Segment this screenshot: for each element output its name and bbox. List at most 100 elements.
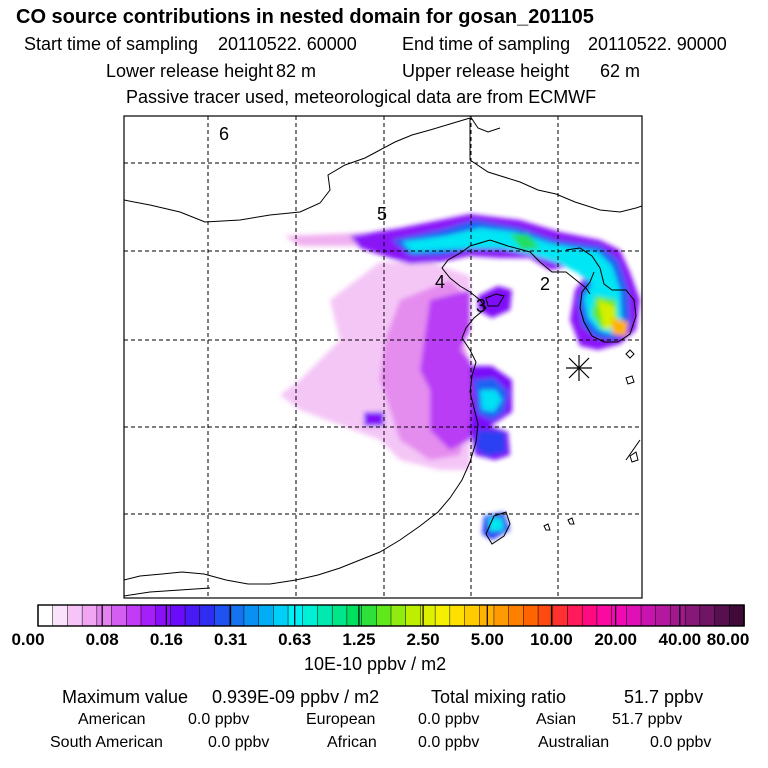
start-time-value: 20110522. 60000 [218, 34, 357, 54]
blob-purple-3 [478, 286, 512, 318]
band-cyan [402, 228, 622, 334]
colorbar-cell [376, 604, 392, 627]
colorbar-tick-label: 10.00 [530, 630, 573, 649]
receptor-asterisk-icon [566, 355, 592, 381]
colorbar-cell [405, 604, 422, 627]
colorbar-cell [243, 604, 260, 627]
region-value-european: 0.0 ppbv [418, 711, 480, 728]
blob-cyan-east [480, 390, 502, 412]
region-value-american: 0.0 ppbv [188, 711, 250, 728]
colorbar-tick-label: 0.63 [278, 630, 312, 649]
colorbar-cell [655, 604, 672, 627]
colorbar-cell [640, 604, 657, 627]
colorbar-tick-label: 5.00 [470, 630, 504, 649]
colorbar-tick-label: 20.00 [594, 630, 637, 649]
colorbar [37, 604, 745, 627]
colorbar-cell [214, 604, 230, 627]
colorbar-cell [626, 604, 642, 627]
lower-height-value: 82 m [276, 61, 317, 81]
colorbar-cell [126, 604, 142, 627]
colorbar-cell [581, 604, 598, 627]
colorbar-cell [228, 604, 245, 627]
total-mixing-value: 51.7 ppbv [624, 687, 704, 707]
colorbar-cell [317, 604, 333, 627]
plume-purple [420, 290, 475, 450]
upper-height-label: Upper release height [402, 61, 570, 81]
grid-lines [124, 116, 642, 598]
colorbar-unit: 10E-10 ppbv / m2 [304, 654, 447, 674]
lower-height-label: Lower release height [106, 61, 274, 81]
colorbar-cell [729, 604, 745, 627]
tracer-note: Passive tracer used, meteorological data… [126, 87, 597, 107]
colorbar-cell [390, 604, 407, 627]
upper-height-value: 62 m [600, 61, 641, 81]
colorbar-cell [52, 604, 69, 627]
region-label-4: 4 [435, 272, 445, 292]
region-label-6: 6 [219, 124, 229, 144]
end-time-value: 20110522. 90000 [588, 34, 727, 54]
map-frame [123, 115, 643, 599]
colorbar-cell [508, 604, 525, 627]
region-name-african: African [327, 734, 377, 751]
region-name-south-american: South American [50, 734, 163, 751]
colorbar-cell [611, 604, 628, 627]
region-label-2: 2 [540, 274, 550, 294]
colorbar-cell [258, 604, 275, 627]
region-value-asian: 51.7 ppbv [612, 711, 683, 728]
coastlines [124, 116, 642, 597]
colorbar-cell [111, 604, 128, 627]
blob-purple-west [364, 412, 384, 426]
colorbar-cell [699, 604, 716, 627]
colorbar-cell [155, 604, 172, 627]
blob-blue-south [476, 430, 506, 456]
colorbar-tick-label: 0.08 [85, 630, 119, 649]
region-name-asian: Asian [536, 711, 577, 728]
colorbar-cell [199, 604, 216, 627]
band-green [510, 234, 540, 250]
colorbar-cell [140, 604, 157, 627]
max-value: 0.939E-09 ppbv / m2 [212, 687, 380, 707]
colorbar-cell [464, 604, 481, 627]
colorbar-cell [81, 604, 98, 627]
colorbar-cell [523, 604, 539, 627]
region-value-australian: 0.0 ppbv [650, 734, 712, 751]
chart-title: CO source contributions in nested domain… [16, 6, 594, 28]
colorbar-cell [37, 604, 54, 627]
colorbar-tick-label: 40.00 [658, 630, 702, 649]
max-value-label: Maximum value [62, 687, 189, 707]
colorbar-cell [170, 604, 186, 627]
colorbar-cell [670, 604, 686, 627]
colorbar-cells [37, 604, 745, 627]
region-name-european: European [306, 711, 376, 728]
colorbar-cell [449, 604, 466, 627]
colorbar-cell [714, 604, 731, 627]
region-value-african: 0.0 ppbv [418, 734, 480, 751]
region-label-3: 3 [476, 296, 486, 316]
colorbar-frame [37, 604, 745, 627]
colorbar-cell [331, 604, 348, 627]
colorbar-cell [287, 604, 304, 627]
colorbar-cell [361, 604, 378, 627]
colorbar-tick-label: 0.31 [213, 630, 248, 649]
colorbar-cell [346, 604, 363, 627]
map-plot: 6 5 4 3 2 [123, 115, 643, 599]
end-time-label: End time of sampling [402, 34, 571, 54]
hotspot-yellow [598, 300, 616, 330]
colorbar-cell [67, 604, 83, 627]
colorbar-cell [596, 604, 613, 627]
hotspot-orange [612, 318, 628, 336]
colorbar-tick-label: 0.00 [11, 630, 45, 649]
colorbar-cell [184, 604, 201, 627]
colorbar-tick-label: 2.50 [406, 630, 440, 649]
colorbar-cell [567, 604, 583, 627]
region-name-american: American [78, 711, 146, 728]
colorbar-tick-label: 0.16 [149, 630, 183, 649]
colorbar-cell [302, 604, 319, 627]
colorbar-cell [552, 604, 569, 627]
region-label-5: 5 [377, 204, 387, 224]
colorbar-tick-label: 80.00 [706, 630, 750, 649]
colorbar-cell [273, 604, 289, 627]
concentration-field [124, 116, 642, 598]
colorbar-cell [96, 604, 113, 627]
region-value-south-american: 0.0 ppbv [208, 734, 270, 751]
